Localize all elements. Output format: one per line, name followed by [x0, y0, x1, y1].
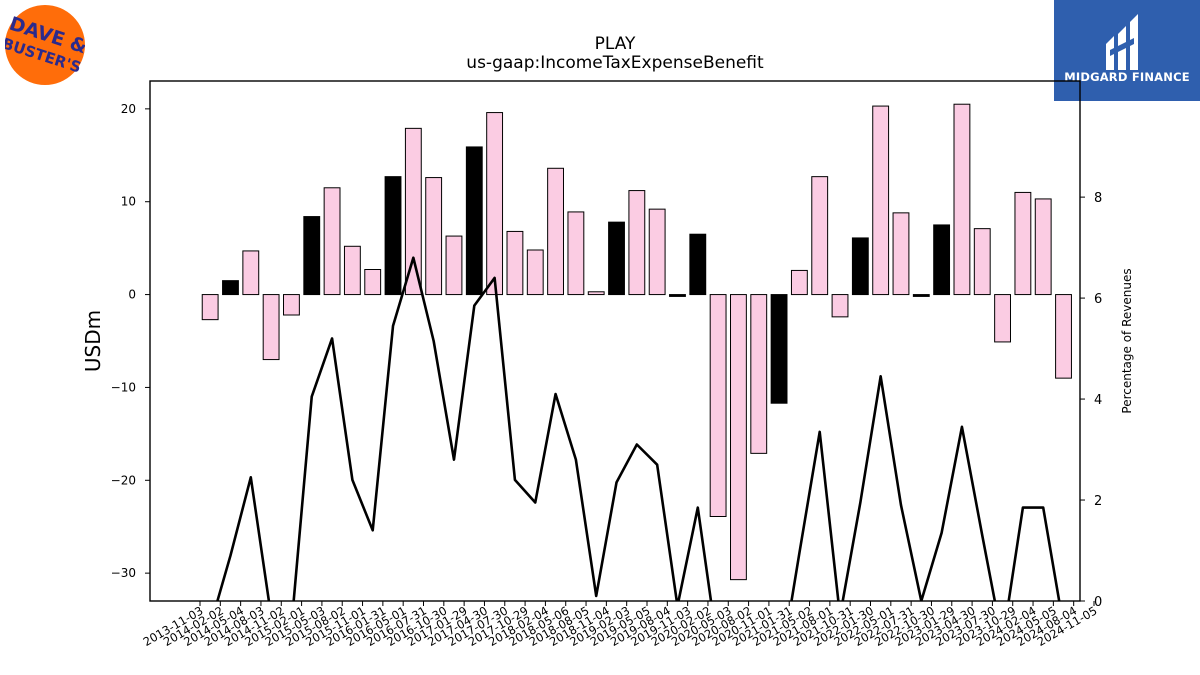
- bar-2022-01-30: [872, 105, 890, 296]
- bar-2018-08-05: [587, 291, 605, 296]
- bars-group: [201, 103, 1072, 581]
- y2-tick-label: 0: [1094, 595, 1102, 610]
- bar-2022-10-30: [933, 224, 951, 296]
- line-group: [216, 256, 1061, 601]
- bar-2017-07-30: [506, 230, 524, 296]
- y2-tick-label: 8: [1094, 191, 1102, 206]
- bar-2016-01-31: [384, 176, 402, 296]
- bar-2021-05-02: [811, 176, 829, 296]
- brand-name: MIDGARD FINANCE: [1064, 70, 1190, 84]
- bar-2014-05-04: [242, 250, 260, 296]
- bar-2023-01-29: [953, 103, 971, 296]
- bar-2017-04-30: [486, 112, 504, 296]
- bar-2023-04-30: [973, 228, 991, 296]
- bar-2021-10-31: [851, 237, 869, 296]
- y2-tick-label: 4: [1094, 393, 1102, 408]
- bar-2015-02-01: [303, 216, 321, 296]
- axes-group: −30−20−1001020024682013-11-032014-02-022…: [111, 80, 1102, 649]
- bar-2020-05-03: [730, 294, 747, 581]
- y-tick-label: 20: [121, 102, 136, 116]
- y2-tick-label: 6: [1094, 292, 1102, 307]
- bar-2022-05-01: [892, 212, 910, 296]
- bar-2016-05-01: [404, 127, 422, 296]
- bar-2019-05-05: [648, 208, 666, 296]
- bar-2018-05-06: [567, 211, 585, 296]
- bar-2020-08-02: [750, 294, 768, 454]
- bar-2024-05-05: [1055, 294, 1072, 379]
- percentage-line: [216, 256, 1061, 601]
- bar-2015-11-01: [364, 269, 382, 296]
- midgard-mark-icon: [1106, 14, 1138, 70]
- bar-2023-07-30: [994, 294, 1011, 343]
- bar-2021-01-31: [790, 269, 808, 296]
- chart-title: PLAY: [595, 34, 636, 54]
- bar-2017-10-29: [526, 249, 544, 296]
- bar-2019-02-03: [628, 190, 646, 296]
- bar-2021-08-01: [831, 294, 849, 318]
- y-tick-label: 0: [128, 288, 136, 302]
- bar-2020-11-01: [770, 294, 788, 404]
- bar-2019-11-03: [689, 233, 707, 296]
- bar-2018-02-04: [547, 167, 564, 296]
- bar-2020-02-02: [709, 294, 727, 518]
- bar-2018-11-04: [608, 221, 625, 296]
- chart-subtitle: us-gaap:IncomeTaxExpenseBenefit: [466, 53, 764, 73]
- bar-2014-02-02: [222, 280, 239, 296]
- bar-2016-07-31: [425, 177, 443, 296]
- y-tick-label: 10: [121, 195, 136, 209]
- plot-frame: [149, 80, 1081, 602]
- bar-2016-10-30: [445, 235, 463, 296]
- bar-2013-11-03: [201, 294, 219, 321]
- y-tick-label: −30: [111, 566, 136, 580]
- bar-2022-07-31: [912, 294, 930, 297]
- bar-2017-01-29: [465, 146, 483, 296]
- bar-2015-05-03: [323, 187, 341, 296]
- bar-2014-11-02: [283, 294, 300, 316]
- bar-2024-02-04: [1034, 198, 1052, 296]
- midgard-finance-logo: MIDGARD FINANCE: [1054, 0, 1200, 101]
- bar-2019-08-04: [669, 294, 686, 297]
- y-axis-label: USDm: [81, 310, 105, 372]
- y2-tick-label: 2: [1094, 494, 1102, 509]
- y-tick-label: −20: [111, 473, 136, 487]
- y2-axis-label: Percentage of Revenues: [1120, 268, 1134, 413]
- dave-busters-logo: DAVE & BUSTER'S: [0, 5, 90, 85]
- bar-2015-08-02: [343, 245, 361, 296]
- y-tick-label: −10: [111, 380, 136, 394]
- bar-2023-10-29: [1014, 191, 1032, 296]
- bar-2014-08-03: [262, 294, 280, 361]
